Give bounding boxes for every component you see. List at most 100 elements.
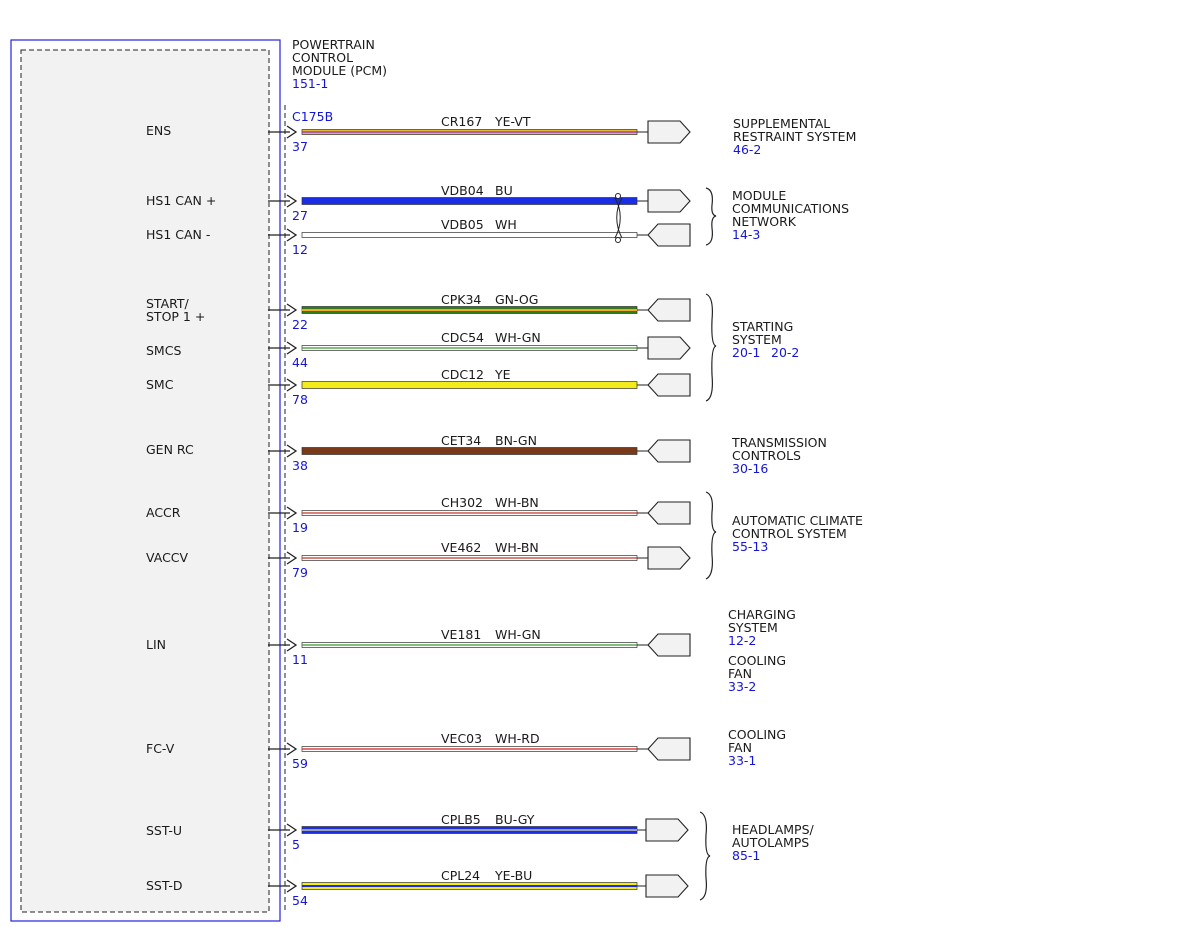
signal-label: SMC <box>146 377 174 392</box>
signal-label: HS1 CAN + <box>146 193 216 208</box>
destination-label: COMMUNICATIONS <box>732 201 849 216</box>
connector-icon <box>647 633 691 657</box>
pin-arrow-icon <box>286 742 298 756</box>
destination-label: FAN <box>728 666 752 681</box>
destination-ref-link[interactable]: 46-2 <box>733 142 761 157</box>
circuit-cdc54[interactable]: SMCS CDC54 WH-GN 44 <box>146 330 691 370</box>
connector-icon <box>647 120 691 144</box>
destination-label: CHARGING <box>728 607 796 622</box>
circuit-cdc12[interactable]: SMC CDC12 YE 78 <box>146 367 691 407</box>
circuit-cplb5[interactable]: SST-U CPLB5 BU-GY 5 <box>146 812 689 852</box>
wire-color-code: WH-GN <box>495 330 541 345</box>
signal-label: ENS <box>146 123 171 138</box>
circuit-cr167[interactable]: ENS CR167 YE-VT 37 <box>146 114 691 154</box>
wire-color-code: WH-GN <box>495 627 541 642</box>
module-ref[interactable]: 151-1 <box>292 76 328 91</box>
connector-icon <box>647 336 691 360</box>
circuit-id: CDC54 <box>441 330 484 345</box>
pin-arrow-icon <box>286 823 298 837</box>
pin-number: 59 <box>292 756 308 771</box>
destination-ref-link[interactable]: 14-3 <box>732 227 760 242</box>
module-name-line-1: POWERTRAIN <box>292 37 375 52</box>
circuit-ch302[interactable]: ACCR CH302 WH-BN 19 <box>146 495 691 535</box>
circuit-id: CH302 <box>441 495 483 510</box>
connector-icon <box>647 298 691 322</box>
pin-arrow-icon <box>286 506 298 520</box>
module-name-line-2: CONTROL <box>292 50 353 65</box>
circuit-id: CR167 <box>441 114 482 129</box>
pin-number: 37 <box>292 139 308 154</box>
brace-network <box>705 187 717 246</box>
destination-label: FAN <box>728 740 752 755</box>
destination-label: TRANSMISSION <box>731 435 827 450</box>
circuit-ve462[interactable]: VACCV VE462 WH-BN 79 <box>146 540 691 580</box>
pin-number: 19 <box>292 520 308 535</box>
connector-icon <box>647 501 691 525</box>
connector-icon <box>647 223 691 247</box>
destination-ref-link[interactable]: 30-16 <box>732 461 768 476</box>
pin-number: 12 <box>292 242 308 257</box>
wire-body <box>301 381 638 389</box>
circuit-vdb04[interactable]: HS1 CAN + VDB04 BU 27 <box>146 183 691 223</box>
destination-ref-link[interactable]: 20-1 <box>732 345 760 360</box>
circuit-cpl24[interactable]: SST-D CPL24 YE-BU 54 <box>146 868 689 908</box>
destination-label: SYSTEM <box>728 620 778 635</box>
destination-label: COOLING <box>728 653 786 668</box>
signal-label: FC-V <box>146 741 175 756</box>
destination-ref-link[interactable]: 12-2 <box>728 633 756 648</box>
connector-icon <box>647 189 691 213</box>
pin-arrow-icon <box>286 303 298 317</box>
circuit-id: CPLB5 <box>441 812 481 827</box>
pin-arrow-icon <box>286 228 298 242</box>
destination-ref-link[interactable]: 33-1 <box>728 753 756 768</box>
connector-icon <box>647 439 691 463</box>
circuit-id: VDB04 <box>441 183 484 198</box>
destination-ref-link[interactable]: 20-2 <box>771 345 799 360</box>
pin-number: 11 <box>292 652 308 667</box>
destination-ref-link[interactable]: 55-13 <box>732 539 768 554</box>
signal-label: START/ <box>146 296 190 311</box>
pin-number: 22 <box>292 317 308 332</box>
destination-label: RESTRAINT SYSTEM <box>733 129 856 144</box>
pin-number: 38 <box>292 458 308 473</box>
pin-arrow-icon <box>286 638 298 652</box>
circuit-vdb05[interactable]: HS1 CAN - VDB05 WH 12 <box>146 217 691 257</box>
pin-arrow-icon <box>286 551 298 565</box>
circuit-id: CET34 <box>441 433 481 448</box>
destination-ref-link[interactable]: 33-2 <box>728 679 756 694</box>
connector-id: C175B <box>292 109 333 124</box>
pin-arrow-icon <box>286 194 298 208</box>
circuit-id: CDC12 <box>441 367 484 382</box>
circuit-vec03[interactable]: FC-V VEC03 WH-RD 59 <box>146 731 691 771</box>
pin-arrow-icon <box>286 125 298 139</box>
destination-label: CONTROLS <box>732 448 801 463</box>
wire-body <box>301 232 638 238</box>
circuit-cpk34[interactable]: START/STOP 1 + CPK34 GN-OG 22 <box>146 292 691 332</box>
circuit-cet34[interactable]: GEN RC CET34 BN-GN 38 <box>146 433 691 473</box>
pin-number: 44 <box>292 355 308 370</box>
destination-label: AUTOMATIC CLIMATE <box>732 513 863 528</box>
destination-ref-link[interactable]: 85-1 <box>732 848 760 863</box>
pin-number: 5 <box>292 837 300 852</box>
circuit-ve181[interactable]: LIN VE181 WH-GN 11 <box>146 627 691 667</box>
pcm-module-body <box>20 49 270 913</box>
wire-color-code: YE-VT <box>494 114 531 129</box>
circuit-id: VEC03 <box>441 731 482 746</box>
brace-headlamps <box>699 811 711 901</box>
destination-label: MODULE <box>732 188 786 203</box>
wire-body <box>301 447 638 455</box>
connector-icon <box>647 373 691 397</box>
wire-color-code: WH <box>495 217 517 232</box>
pin-number: 54 <box>292 893 308 908</box>
pin-number: 79 <box>292 565 308 580</box>
destination-label: SYSTEM <box>732 332 782 347</box>
signal-label: SST-U <box>146 823 182 838</box>
